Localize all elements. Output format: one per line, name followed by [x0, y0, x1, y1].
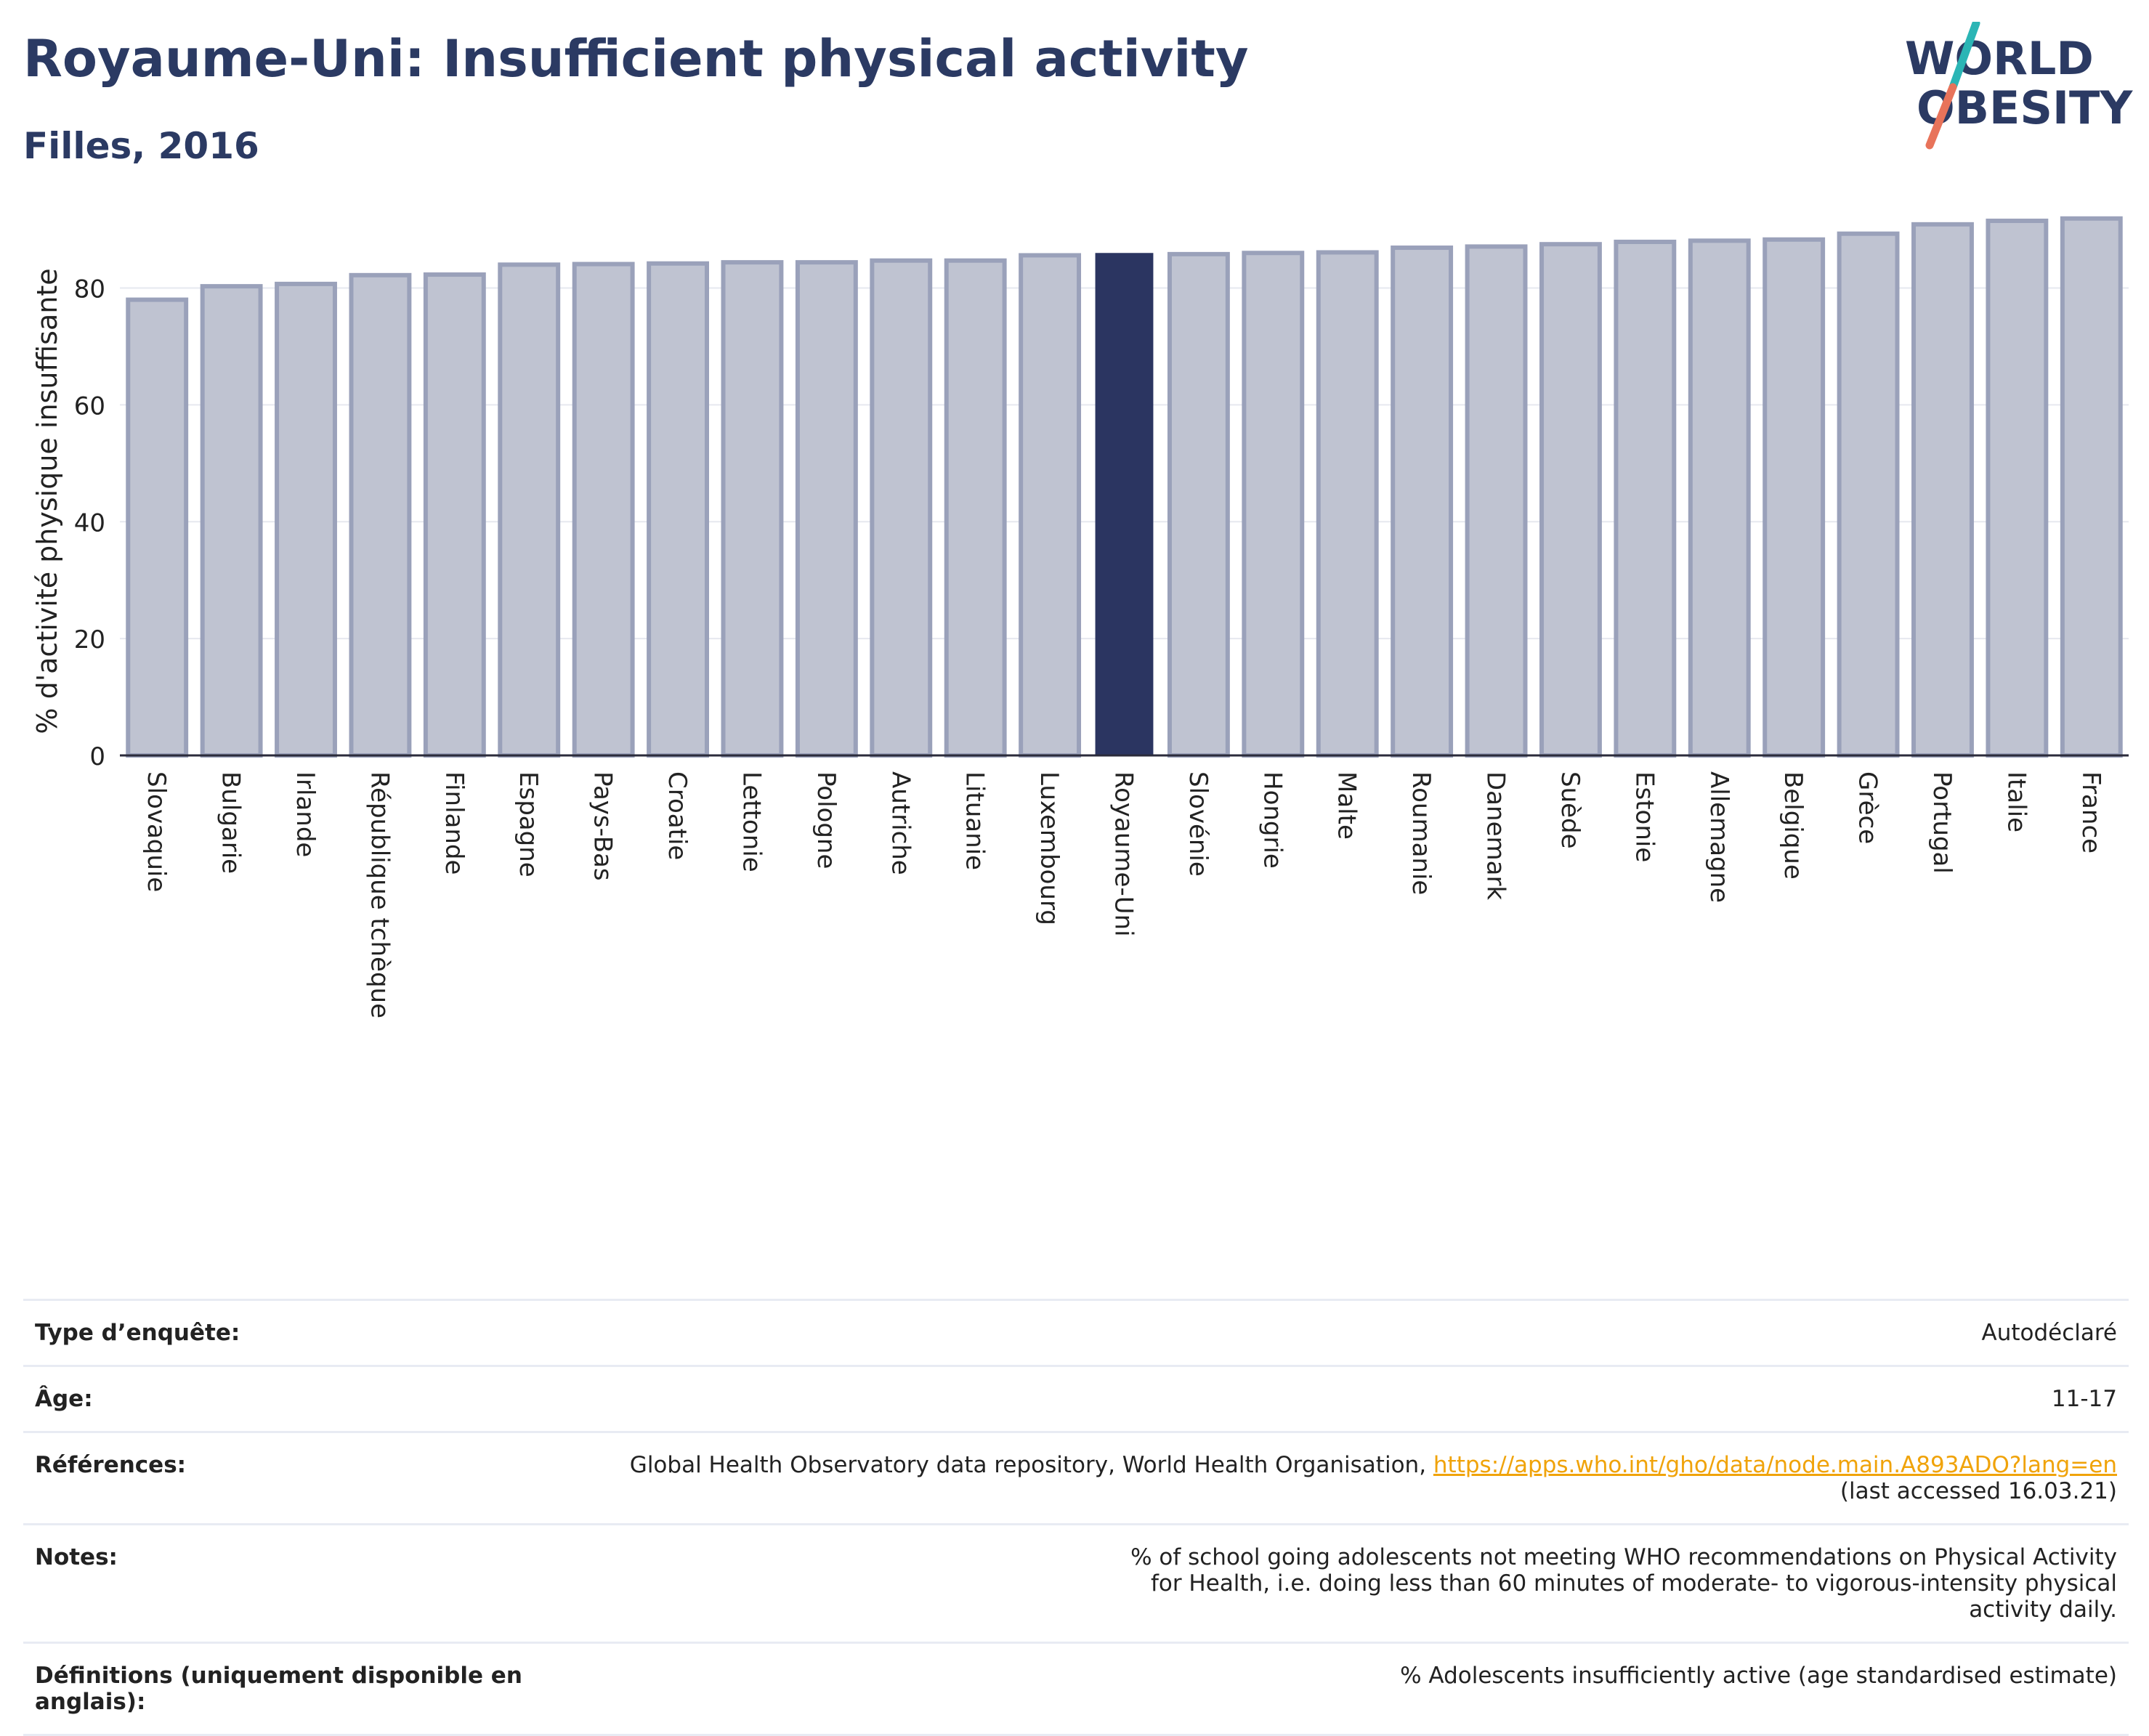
bar-chart: 0 20 40 60 80 Slovaquie Bulgarie Irlande Républi…: [31, 216, 2129, 1018]
x-tick-label: Pologne: [812, 771, 841, 869]
bar-r-publique-tch-que: [349, 272, 412, 758]
bar-italie: [1986, 219, 2049, 758]
y-axis-label: % d'activité physique insuffisante: [31, 268, 63, 734]
bar-danemark: [1465, 244, 1528, 758]
bar-slov-nie: [1167, 251, 1230, 758]
info-value: 11-17: [2051, 1386, 2117, 1412]
x-tick-label: Espagne: [514, 771, 543, 877]
bar-portugal: [1911, 222, 1974, 758]
x-tick-label: Roumanie: [1407, 771, 1436, 895]
x-tick-label: Grèce: [1853, 771, 1882, 844]
info-label: Âge:: [35, 1386, 93, 1412]
bar-royaume-uni: [1095, 253, 1154, 755]
logo-slash-bottom: [1925, 83, 1957, 150]
bar-pologne: [795, 260, 858, 758]
chart-title: Royaume-Uni: Insufficient physical activ…: [23, 29, 1249, 89]
x-tick-label: Estonie: [1630, 771, 1659, 862]
x-tick-label: Slovaquie: [142, 771, 171, 892]
x-tick-label: Pays-Bas: [588, 771, 618, 881]
x-tick-label: Slovénie: [1183, 771, 1213, 877]
x-tick-label: Danemark: [1481, 771, 1510, 900]
x-tick-label: Malte: [1332, 771, 1361, 840]
bar-belgique: [1762, 237, 1826, 758]
x-tick-label: Autriche: [886, 771, 915, 875]
y-tick-label: 0: [89, 742, 105, 771]
bar-finlande: [423, 272, 486, 758]
info-row-references: Références: Global Health Observatory da…: [23, 1431, 2129, 1523]
info-row-notes: Notes: % of school going adolescents not…: [23, 1523, 2129, 1642]
y-tick-label: 60: [74, 392, 105, 421]
bar-luxembourg: [1019, 253, 1082, 758]
info-value: Global Health Observatory data repositor…: [543, 1452, 2117, 1504]
info-row-survey-type: Type d’enquête: Autodéclaré: [23, 1299, 2129, 1365]
axes: 0 20 40 60 80 Slovaquie Bulgarie Irlande Républi…: [74, 275, 2129, 1018]
bar-pays-bas: [572, 261, 635, 758]
reference-text: Global Health Observatory data repositor…: [629, 1452, 1433, 1478]
bar-slovaquie: [126, 297, 189, 758]
x-tick-label: Bulgarie: [216, 771, 246, 874]
bar-france: [2060, 216, 2123, 758]
x-tick-label: Suède: [1555, 771, 1585, 849]
info-label: Notes:: [35, 1544, 118, 1570]
x-tick-label: Irlande: [291, 771, 320, 857]
x-tick-label: Hongrie: [1258, 771, 1287, 869]
x-tick-label: Lettonie: [737, 771, 766, 872]
bar-su-de: [1539, 242, 1602, 758]
x-tick-label: Belgique: [1778, 771, 1808, 880]
info-label: Références:: [35, 1452, 187, 1478]
x-tick-label: Croatie: [663, 771, 692, 860]
bars: [126, 216, 2123, 758]
bar-roumanie: [1391, 246, 1454, 758]
y-tick-label: 20: [74, 625, 105, 654]
info-value: % of school going adolescents not meetin…: [1130, 1544, 2117, 1623]
chart-subtitle: Filles, 2016: [23, 125, 259, 167]
info-label: Définitions (uniquement disponible en an…: [35, 1663, 522, 1715]
logo-line1: WORLD: [1905, 32, 2094, 85]
reference-accessed: (last accessed 16.03.21): [1840, 1478, 2117, 1504]
x-tick-label: Italie: [2002, 771, 2031, 832]
y-tick-label: 40: [74, 508, 105, 538]
bar-bulgarie: [200, 284, 263, 758]
info-value: % Adolescents insufficiently active (age…: [1400, 1663, 2117, 1689]
bar-espagne: [498, 262, 561, 758]
info-row-definitions: Définitions (uniquement disponible en an…: [23, 1642, 2129, 1736]
bar-autriche: [870, 258, 933, 758]
x-tick-label: Allemagne: [1704, 771, 1733, 903]
x-tick-label: France: [2076, 771, 2105, 853]
x-tick-label: Finlande: [440, 771, 469, 875]
reference-link[interactable]: https://apps.who.int/gho/data/node.main.…: [1433, 1452, 2117, 1478]
bar-hongrie: [1242, 251, 1305, 758]
bar-allemagne: [1688, 238, 1751, 758]
info-label: Type d’enquête:: [35, 1320, 240, 1346]
bar-croatie: [647, 261, 709, 758]
bar-malte: [1316, 250, 1379, 758]
world-obesity-logo: WORLD OBESITY: [1905, 22, 2133, 150]
info-table: Type d’enquête: Autodéclaré Âge: 11-17 R…: [23, 1299, 2129, 1736]
x-tick-label: République tchèque: [365, 771, 394, 1018]
x-tick-label: Royaume-Uni: [1109, 771, 1138, 937]
bar-gr-ce: [1837, 231, 1900, 758]
bar-irlande: [275, 281, 337, 758]
bar-lituanie: [944, 258, 1007, 758]
info-value: Autodéclaré: [1981, 1320, 2117, 1346]
x-tick-label: Portugal: [1927, 771, 1956, 874]
info-row-age: Âge: 11-17: [23, 1365, 2129, 1431]
y-tick-label: 80: [74, 275, 105, 304]
x-tick-label: Luxembourg: [1035, 771, 1064, 925]
logo-slash-top: [1948, 22, 1980, 92]
bar-lettonie: [721, 260, 784, 758]
x-tick-label: Lituanie: [960, 771, 989, 870]
bar-estonie: [1614, 239, 1677, 758]
